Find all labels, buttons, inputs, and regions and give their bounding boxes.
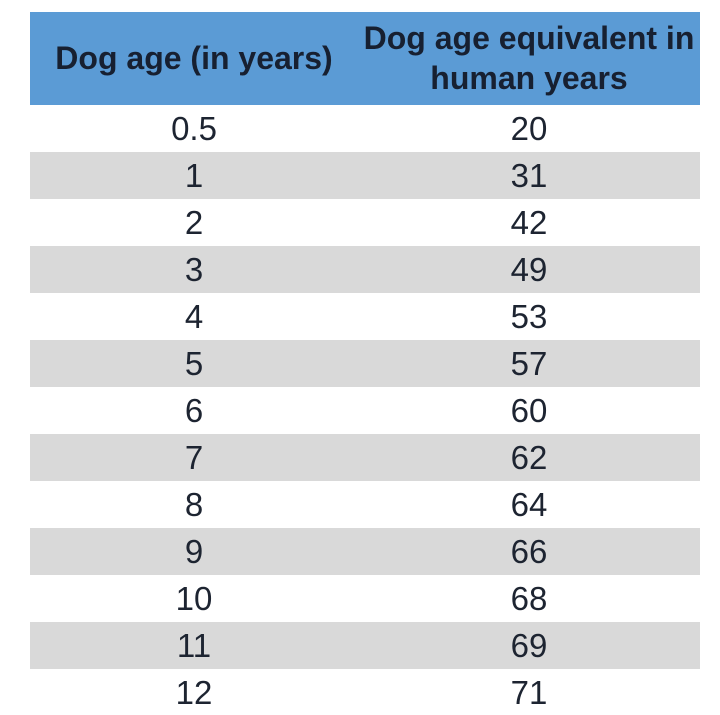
table-row: 1 31	[30, 152, 700, 199]
table-row: 0.5 20	[30, 105, 700, 152]
table-row: 5 57	[30, 340, 700, 387]
table-row: 7 62	[30, 434, 700, 481]
cell-dog-age: 4	[184, 297, 204, 335]
cell-dog-age: 11	[176, 626, 212, 664]
cell-dog-age: 6	[184, 391, 204, 429]
cell-human-years: 66	[510, 532, 548, 570]
cell-human-years: 49	[510, 250, 548, 288]
table-row: 8 64	[30, 481, 700, 528]
cell-human-years: 69	[510, 626, 548, 664]
table-row: 6 60	[30, 387, 700, 434]
cell-human-years: 68	[510, 579, 548, 617]
cell-human-years: 31	[510, 156, 548, 194]
cell-dog-age: 1	[184, 156, 204, 194]
cell-human-years: 57	[510, 344, 548, 382]
table-row: 2 42	[30, 199, 700, 246]
conversion-table: Dog age (in years) Dog age equivalent in…	[30, 12, 700, 715]
cell-human-years: 62	[510, 438, 548, 476]
header-human-years-line2: human years	[430, 59, 628, 96]
cell-human-years: 20	[510, 109, 548, 147]
cell-human-years: 60	[510, 391, 548, 429]
table-header-row: Dog age (in years) Dog age equivalent in…	[30, 12, 700, 105]
header-dog-age: Dog age (in years)	[55, 40, 333, 76]
cell-dog-age: 0.5	[171, 109, 217, 147]
table-body: 0.5 20 1 31 2 42 3 49 4 53 5 57 6 60 7 62 8 64 9 66 10 68 11 69…	[30, 105, 700, 715]
cell-human-years: 42	[510, 203, 548, 241]
table-row: 11 69	[30, 622, 700, 669]
cell-dog-age: 5	[184, 344, 204, 382]
cell-dog-age: 10	[175, 579, 213, 617]
header-human-years-line1: Dog age equivalent in	[363, 20, 695, 57]
cell-dog-age: 8	[184, 485, 204, 523]
cell-dog-age: 3	[184, 250, 204, 288]
cell-human-years: 64	[510, 485, 548, 523]
table-row: 4 53	[30, 293, 700, 340]
table-row: 9 66	[30, 528, 700, 575]
header-human-years: Dog age equivalent in human years	[358, 12, 700, 105]
cell-dog-age: 9	[184, 532, 204, 570]
cell-dog-age: 2	[184, 203, 204, 241]
cell-human-years: 71	[510, 673, 548, 711]
cell-dog-age: 12	[175, 673, 213, 711]
table-row: 10 68	[30, 575, 700, 622]
cell-dog-age: 7	[184, 438, 204, 476]
table-row: 12 71	[30, 669, 700, 715]
table-row: 3 49	[30, 246, 700, 293]
cell-human-years: 53	[510, 297, 548, 335]
